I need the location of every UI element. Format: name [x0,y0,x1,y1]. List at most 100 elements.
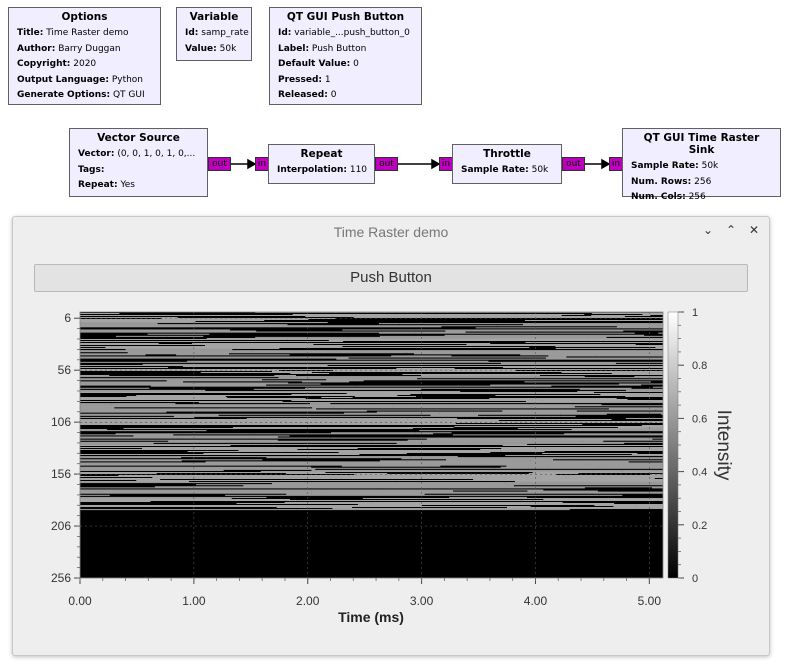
raster-cell [485,480,663,481]
raster-cell [80,500,297,501]
maximize-icon[interactable]: ⌃ [725,223,737,237]
raster-cell [205,345,364,346]
raster-cell [297,484,508,486]
raster-cell [332,508,427,510]
raster-cell [317,467,494,469]
time-raster-sink-block[interactable]: QT GUI Time Raster Sink Sample Rate: 50k… [622,128,781,202]
raster-cell [270,464,380,466]
raster-cell [80,330,217,332]
colorbar-label: Intensity [713,410,734,481]
close-icon[interactable]: ✕ [748,223,760,237]
raster-cell [80,329,182,331]
x-tick-label: 2.00 [296,594,320,608]
throttle-block[interactable]: Throttle Sample Rate: 50k [452,144,562,184]
raster-cell [217,487,377,489]
raster-cell [631,475,663,476]
raster-cell [359,377,460,379]
raster-cell [476,478,655,479]
raster-cell [80,367,169,368]
raster-cell [154,486,235,488]
raster-cell [560,317,663,318]
raster-cell [354,396,416,397]
raster-cell [80,439,128,441]
raster-cell [253,388,422,390]
raster-cell [401,406,575,408]
raster-cell [346,506,531,507]
push-button-block[interactable]: QT GUI Push Button Id: variable_...push_… [269,7,422,105]
raster-cell [555,346,615,347]
raster-cell [232,427,379,428]
raster-cell [346,393,578,394]
raster-cell [80,379,263,381]
raster-cell [276,507,352,508]
raster-cell [80,407,115,409]
x-tick-label: 0.00 [68,594,92,608]
raster-cell [376,411,474,413]
raster-cell [202,390,461,392]
raster-cell [538,477,567,478]
raster-cell [368,404,602,406]
raster-cell [80,401,283,402]
colorbar-tick-label: 0.4 [692,467,707,479]
raster-cell [80,430,207,432]
x-tick-label: 5.00 [638,594,662,608]
raster-cell [80,490,149,492]
raster-cell [246,417,458,419]
raster-cell [392,405,567,407]
raster-cell [419,430,663,432]
raster-cell [111,343,159,344]
minimize-icon[interactable]: ⌄ [702,223,714,237]
vector-source-out-port[interactable]: out [208,157,231,171]
repeat-out-port[interactable]: out [375,157,398,171]
throttle-out-port[interactable]: out [562,157,585,171]
raster-cell [338,413,561,415]
raster-cell [286,473,388,474]
raster-cell [284,502,442,503]
raster-cell [80,322,328,324]
raster-cell [200,372,312,373]
raster-cell [291,400,319,401]
vector-source-block[interactable]: Vector Source Vector: (0, 0, 1, 0, 1, 0,… [69,128,208,197]
raster-cell [147,333,210,335]
raster-cell [105,347,321,348]
raster-cell [80,382,289,384]
raster-cell [133,435,290,437]
variable-id-row: Id: samp_rate [185,28,249,38]
raster-cell [282,413,338,415]
raster-cell [625,396,663,397]
raster-cell [243,485,514,487]
repeat-block[interactable]: Repeat Interpolation: 110 [268,144,375,184]
raster-cell [136,480,396,481]
raster-cell [542,453,610,454]
options-block[interactable]: Options Title: Time Raster demo Author: … [8,7,161,105]
raster-cell [507,484,663,486]
throttle-sample-rate-row: Sample Rate: 50k [461,165,549,175]
raster-cell [206,337,393,339]
variable-block[interactable]: Variable Id: samp_rate Value: 50k [176,7,252,61]
raster-cell [371,447,645,448]
raster-cell [447,409,656,411]
raster-cell [123,428,144,430]
raster-cell [263,369,522,370]
raster-cell [196,484,298,486]
raster-cell [115,433,254,435]
raster-cell [592,350,663,352]
raster-cell [170,509,297,511]
raster-cell [495,395,663,396]
raster-cell [80,492,312,494]
raster-cell [302,381,350,383]
raster-cell [328,395,398,396]
raster-cell [127,352,407,354]
raster-cell [80,383,321,385]
raster-cell [80,406,262,408]
raster-cell [261,406,334,408]
push-button[interactable]: Push Button [34,264,748,292]
raster-cell [527,490,598,492]
raster-cell [423,361,641,363]
raster-cell [343,412,440,414]
raster-cell [80,320,265,321]
raster-cell [80,416,195,418]
raster-cell [467,356,567,358]
raster-cell [634,376,663,378]
raster-cell [80,390,203,392]
